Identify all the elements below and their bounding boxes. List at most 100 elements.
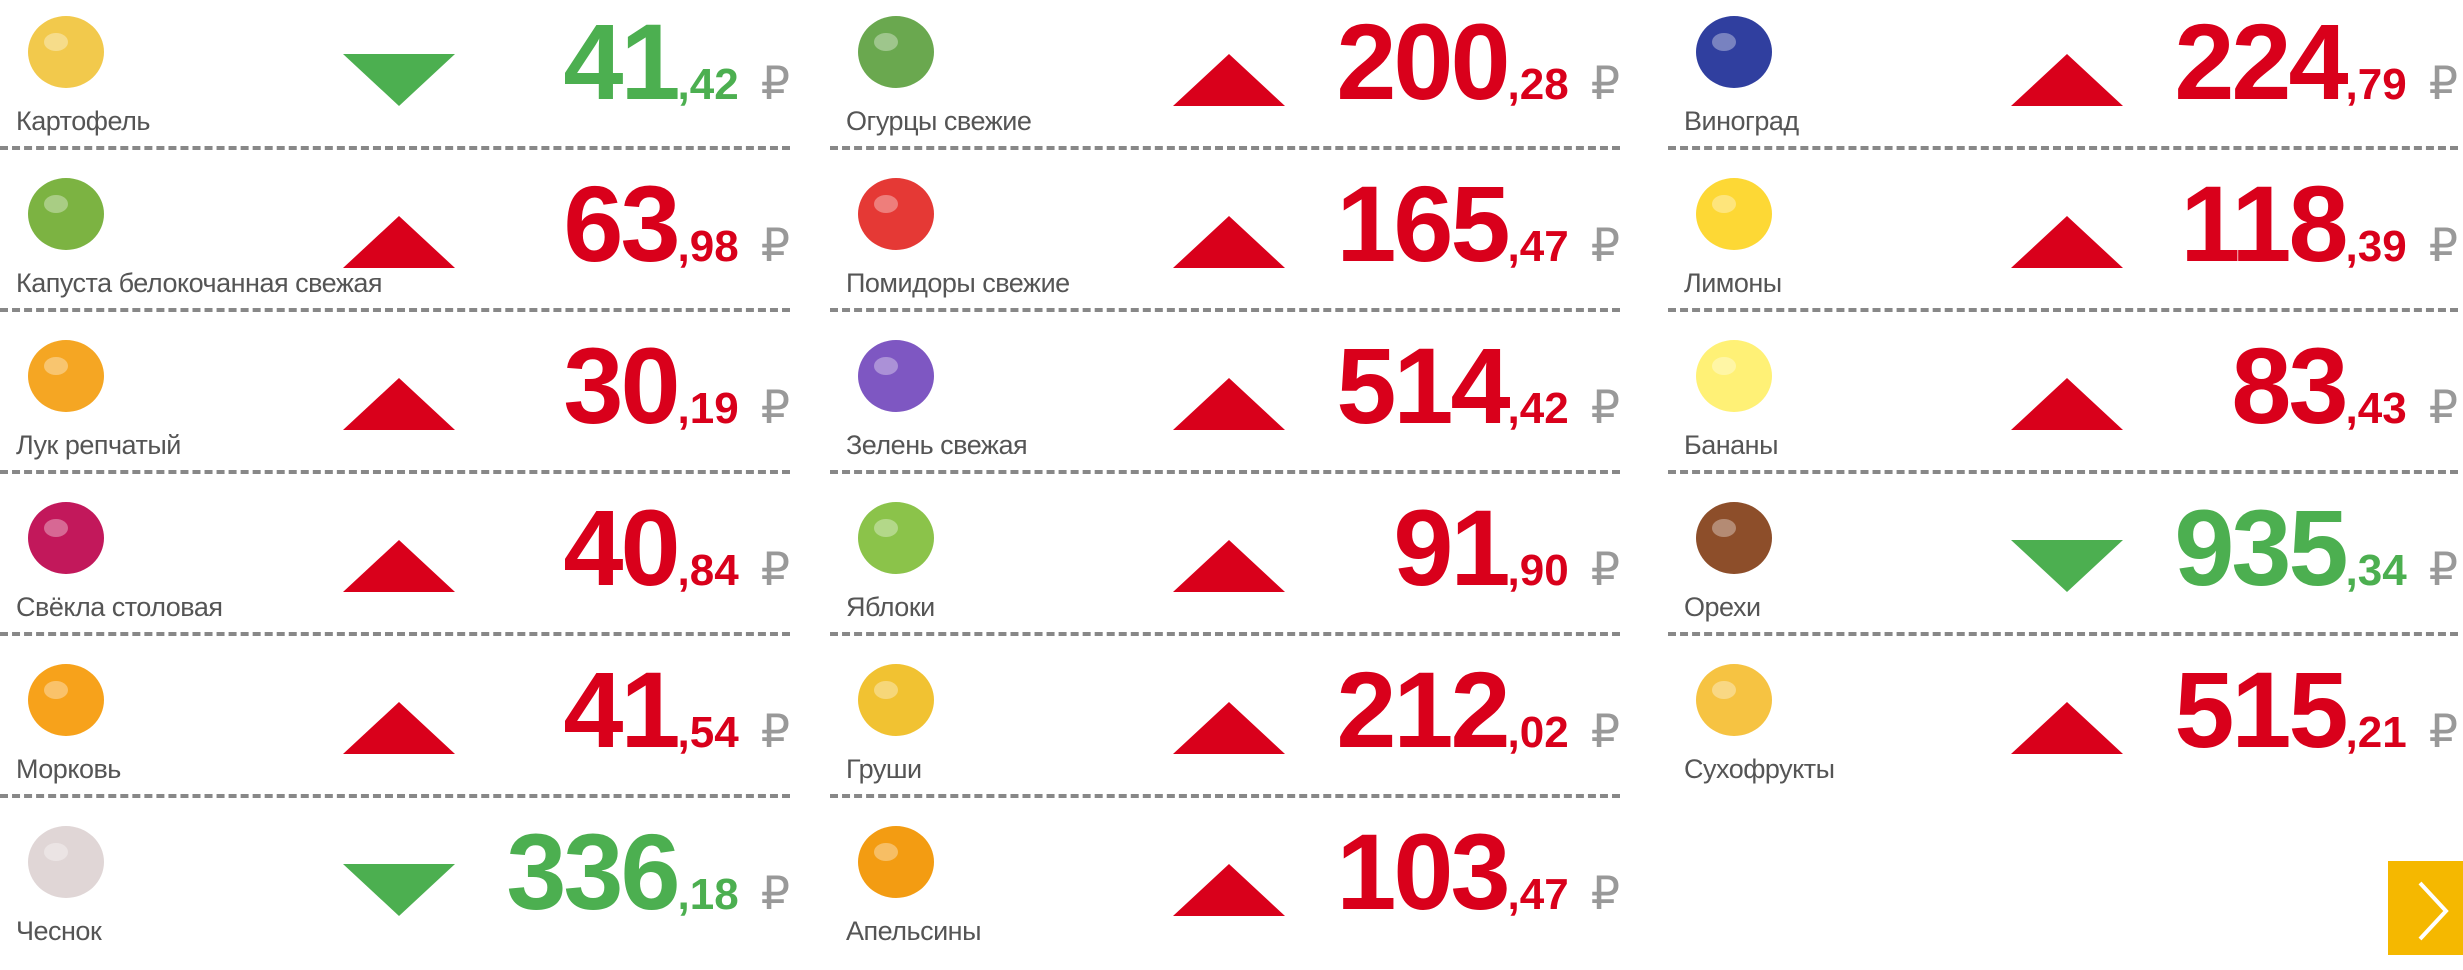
currency: ₽ — [2428, 219, 2458, 271]
price-integer: 212 — [1336, 649, 1510, 770]
product-row: Помидоры свежие 165,47 ₽ — [830, 162, 1620, 322]
trend-triangle — [2011, 216, 2123, 268]
trend-arrow — [2011, 540, 2123, 592]
trend-triangle — [343, 216, 455, 268]
product-row: Зелень свежая 514,42 ₽ — [830, 324, 1620, 484]
trend-arrow — [343, 54, 455, 106]
price: 336,18 ₽ — [506, 818, 790, 926]
product-icon — [1696, 16, 1772, 88]
price-integer: 40 — [563, 487, 680, 608]
icon-shape — [28, 502, 104, 574]
currency: ₽ — [760, 57, 790, 109]
price: 63,98 ₽ — [563, 170, 790, 278]
trend-arrow — [2011, 702, 2123, 754]
icon-shape — [1696, 502, 1772, 574]
icon-highlight — [1712, 681, 1736, 699]
price-integer: 200 — [1336, 1, 1510, 122]
currency: ₽ — [1590, 705, 1620, 757]
trend-triangle — [1173, 54, 1285, 106]
next-button[interactable] — [2388, 861, 2463, 955]
price: 41,42 ₽ — [563, 8, 790, 116]
price-integer: 224 — [2174, 1, 2348, 122]
icon-highlight — [874, 843, 898, 861]
currency: ₽ — [2428, 57, 2458, 109]
price-kopecks: ,43 — [2345, 384, 2407, 433]
dashed-divider — [830, 146, 1620, 150]
product-name: Сухофрукты — [1684, 754, 1835, 784]
currency: ₽ — [760, 219, 790, 271]
product-icon — [858, 178, 934, 250]
product-icon — [28, 826, 104, 898]
product-icon — [1696, 502, 1772, 574]
trend-arrow — [343, 540, 455, 592]
icon-shape — [1696, 340, 1772, 412]
dashed-divider — [0, 632, 790, 636]
price-integer: 83 — [2231, 325, 2348, 446]
product-icon — [858, 826, 934, 898]
icon-shape — [858, 178, 934, 250]
product-icon — [1696, 340, 1772, 412]
price-kopecks: ,02 — [1507, 708, 1569, 757]
product-row: Капуста белокочанная свежая 63,98 ₽ — [0, 162, 790, 322]
product-name: Капуста белокочанная свежая — [16, 268, 383, 298]
product-name: Апельсины — [846, 916, 981, 946]
product-name: Картофель — [16, 106, 150, 136]
price-kopecks: ,18 — [677, 870, 739, 919]
trend-triangle — [2011, 702, 2123, 754]
product-row: Виноград 224,79 ₽ — [1668, 0, 2458, 160]
icon-shape — [28, 340, 104, 412]
currency: ₽ — [2428, 381, 2458, 433]
product-icon — [28, 502, 104, 574]
product-icon — [1696, 178, 1772, 250]
icon-shape — [28, 664, 104, 736]
product-name: Огурцы свежие — [846, 106, 1032, 136]
icon-highlight — [874, 195, 898, 213]
price-kopecks: ,42 — [1507, 384, 1569, 433]
price: 118,39 ₽ — [2180, 170, 2458, 278]
icon-highlight — [874, 33, 898, 51]
product-row: Морковь 41,54 ₽ — [0, 648, 790, 808]
product-icon — [858, 16, 934, 88]
product-row: Груши 212,02 ₽ — [830, 648, 1620, 808]
price: 91,90 ₽ — [1393, 494, 1620, 602]
trend-arrow — [1173, 864, 1285, 916]
product-name: Яблоки — [846, 592, 935, 622]
product-icon — [28, 178, 104, 250]
trend-triangle — [343, 540, 455, 592]
price: 83,43 ₽ — [2231, 332, 2458, 440]
icon-highlight — [44, 195, 68, 213]
product-icon — [1696, 664, 1772, 736]
dashed-divider — [0, 146, 790, 150]
icon-shape — [858, 826, 934, 898]
product-row: Сухофрукты 515,21 ₽ — [1668, 648, 2458, 808]
price-integer: 30 — [563, 325, 680, 446]
price-kopecks: ,21 — [2345, 708, 2407, 757]
currency: ₽ — [1590, 57, 1620, 109]
currency: ₽ — [760, 705, 790, 757]
trend-arrow — [1173, 702, 1285, 754]
price-kopecks: ,84 — [677, 546, 739, 595]
trend-triangle — [343, 54, 455, 106]
product-name: Зелень свежая — [846, 430, 1028, 460]
icon-shape — [1696, 178, 1772, 250]
icon-highlight — [874, 681, 898, 699]
icon-shape — [28, 826, 104, 898]
trend-triangle — [343, 378, 455, 430]
icon-highlight — [1712, 33, 1736, 51]
icon-shape — [28, 16, 104, 88]
dashed-divider — [830, 632, 1620, 636]
price: 212,02 ₽ — [1336, 656, 1620, 764]
price-integer: 41 — [563, 1, 680, 122]
dashed-divider — [1668, 308, 2458, 312]
product-name: Бананы — [1684, 430, 1778, 460]
trend-triangle — [1173, 864, 1285, 916]
price-kopecks: ,54 — [677, 708, 739, 757]
icon-shape — [1696, 16, 1772, 88]
dashed-divider — [0, 794, 790, 798]
product-row: Орехи 935,34 ₽ — [1668, 486, 2458, 646]
trend-triangle — [343, 864, 455, 916]
icon-highlight — [44, 357, 68, 375]
product-name: Морковь — [16, 754, 121, 784]
icon-shape — [858, 340, 934, 412]
product-row: Апельсины 103,47 ₽ — [830, 810, 1620, 970]
